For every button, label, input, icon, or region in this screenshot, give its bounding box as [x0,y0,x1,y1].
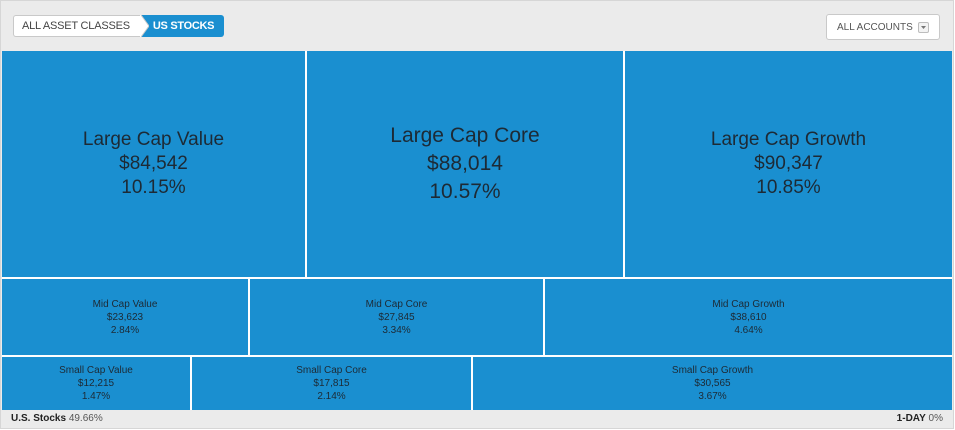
breadcrumb-all-asset-classes[interactable]: ALL ASSET CLASSES [13,15,140,37]
tile-name: Small Cap Core [296,365,367,376]
tile-value: $90,347 [754,153,823,174]
accounts-dropdown[interactable]: ALL ACCOUNTS [826,14,940,40]
treemap: Large Cap Value $84,542 10.15% Large Cap… [2,51,952,410]
tile-name: Mid Cap Value [92,298,158,310]
tile-name: Large Cap Core [390,124,540,147]
footer-total-label: U.S. Stocks [11,413,67,424]
chevron-down-icon[interactable] [918,22,929,33]
tile-large-cap-value[interactable]: Large Cap Value $84,542 10.15% [2,51,305,277]
tile-value: $23,623 [106,311,144,323]
tile-value: $30,565 [694,378,731,389]
tile-name: Small Cap Growth [671,365,754,376]
footer-total: U.S. Stocks 49.66% [11,413,103,424]
tile-value: $38,610 [730,311,767,323]
tile-value: $84,542 [119,153,188,174]
breadcrumb-us-stocks[interactable]: US STOCKS [148,15,225,37]
tile-large-cap-growth[interactable]: Large Cap Growth $90,347 10.85% [625,51,952,277]
tile-small-cap-core[interactable]: Small Cap Core $17,815 2.14% [192,357,471,410]
tile-percent: 2.14% [317,391,346,402]
tile-name: Large Cap Growth [710,129,867,150]
tile-percent: 2.84% [110,324,140,336]
tile-percent: 3.34% [382,324,411,336]
tile-name: Mid Cap Growth [712,298,785,310]
breadcrumb-separator [139,15,149,37]
footer-one-day-value: 0% [928,413,943,424]
accounts-dropdown-label: ALL ACCOUNTS [837,21,913,33]
tile-name: Small Cap Value [59,365,133,376]
tile-mid-cap-core[interactable]: Mid Cap Core $27,845 3.34% [250,279,543,355]
tile-percent: 10.57% [429,180,501,203]
breadcrumb: ALL ASSET CLASSES US STOCKS [13,15,225,37]
tile-percent: 3.67% [698,391,727,402]
tile-percent: 10.15% [121,177,186,198]
tile-name: Mid Cap Core [365,298,428,310]
footer-total-value: 49.66% [68,413,103,424]
tile-large-cap-core[interactable]: Large Cap Core $88,014 10.57% [307,51,623,277]
tile-percent: 4.64% [734,324,763,336]
footer-one-day-label: 1-DAY [896,413,926,424]
tile-small-cap-value[interactable]: Small Cap Value $12,215 1.47% [2,357,190,410]
tile-value: $27,845 [378,311,415,323]
tile-value: $88,014 [427,152,503,175]
tile-percent: 1.47% [81,391,111,402]
tile-mid-cap-value[interactable]: Mid Cap Value $23,623 2.84% [2,279,248,355]
tile-value: $12,215 [77,378,115,389]
tile-small-cap-growth[interactable]: Small Cap Growth $30,565 3.67% [473,357,952,410]
footer-one-day: 1-DAY 0% [897,413,943,424]
tile-value: $17,815 [313,378,350,389]
tile-mid-cap-growth[interactable]: Mid Cap Growth $38,610 4.64% [545,279,952,355]
tile-name: Large Cap Value [82,129,225,150]
tile-percent: 10.85% [756,177,821,198]
